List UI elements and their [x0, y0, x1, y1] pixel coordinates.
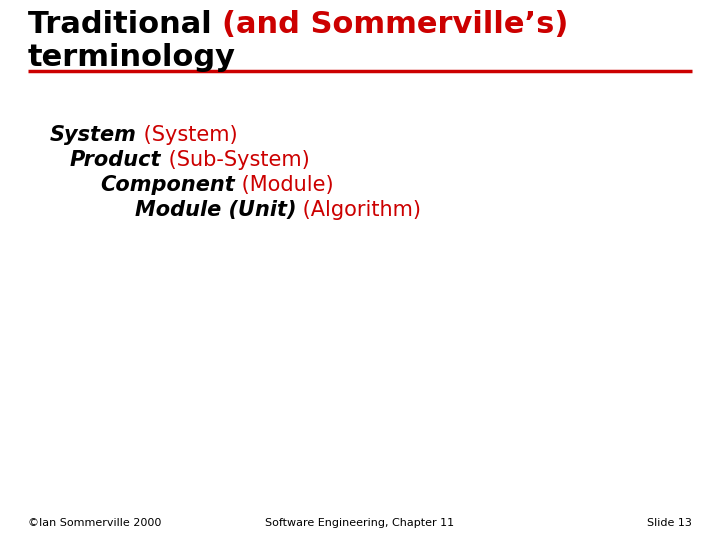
Text: terminology: terminology [28, 43, 236, 72]
Text: Component: Component [100, 175, 235, 195]
Text: (Algorithm): (Algorithm) [297, 200, 421, 220]
Text: (System): (System) [137, 125, 238, 145]
Text: Module (Unit): Module (Unit) [135, 200, 297, 220]
Text: Slide 13: Slide 13 [647, 518, 692, 528]
Text: ©Ian Sommerville 2000: ©Ian Sommerville 2000 [28, 518, 161, 528]
Text: System: System [50, 125, 137, 145]
Text: (and Sommerville’s): (and Sommerville’s) [222, 10, 569, 39]
Text: Product: Product [70, 150, 161, 170]
Text: Traditional: Traditional [28, 10, 222, 39]
Text: Software Engineering, Chapter 11: Software Engineering, Chapter 11 [266, 518, 454, 528]
Text: (Module): (Module) [235, 175, 333, 195]
Text: (Sub-System): (Sub-System) [161, 150, 310, 170]
